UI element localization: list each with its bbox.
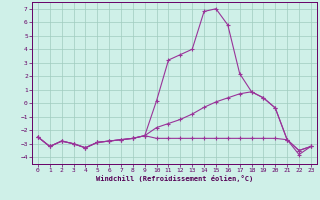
X-axis label: Windchill (Refroidissement éolien,°C): Windchill (Refroidissement éolien,°C) bbox=[96, 175, 253, 182]
